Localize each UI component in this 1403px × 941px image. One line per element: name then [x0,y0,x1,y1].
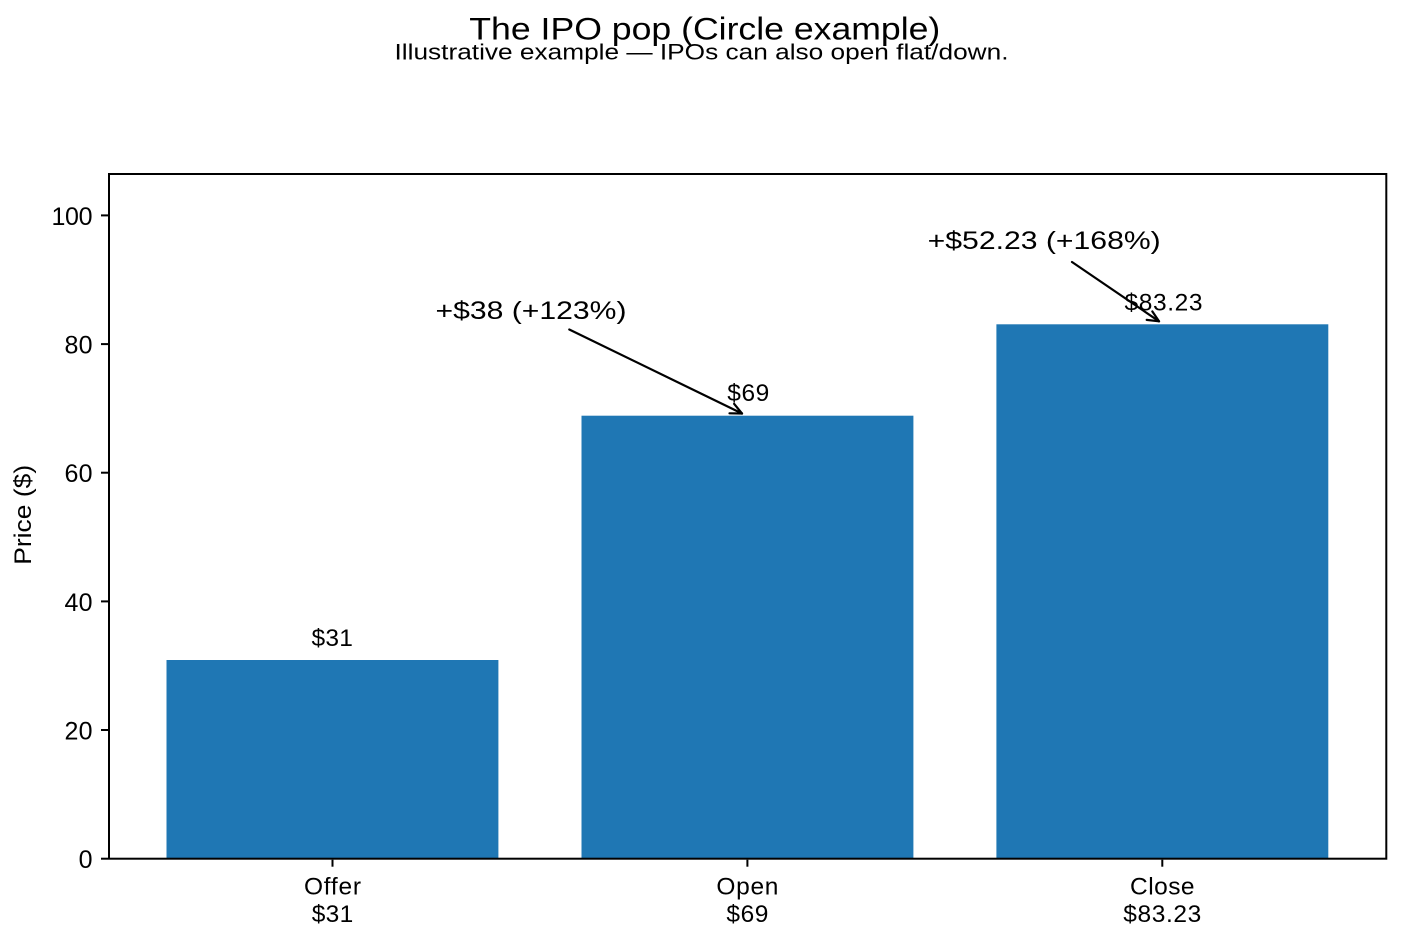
svg-text:100: 100 [52,203,93,231]
svg-text:20: 20 [65,718,93,746]
svg-text:0: 0 [79,846,93,874]
svg-text:Illustrative example — IPOs ca: Illustrative example — IPOs can also ope… [395,40,1009,65]
svg-text:+$38 (+123%): +$38 (+123%) [436,297,627,325]
svg-text:$69: $69 [727,380,769,407]
svg-text:80: 80 [65,332,93,360]
svg-text:60: 60 [65,460,93,488]
svg-text:40: 40 [65,589,93,617]
svg-text:$31: $31 [312,901,354,928]
svg-text:Open: Open [716,873,778,900]
svg-text:Offer: Offer [304,873,361,900]
svg-text:$69: $69 [726,901,768,928]
svg-text:Price ($): Price ($) [10,465,37,565]
svg-text:The IPO pop (Circle example): The IPO pop (Circle example) [469,12,940,47]
svg-text:+$52.23 (+168%): +$52.23 (+168%) [928,227,1161,255]
svg-text:$31: $31 [311,625,353,652]
svg-text:Close: Close [1130,873,1195,900]
svg-text:$83.23: $83.23 [1125,290,1203,317]
svg-text:$83.23: $83.23 [1123,901,1201,928]
